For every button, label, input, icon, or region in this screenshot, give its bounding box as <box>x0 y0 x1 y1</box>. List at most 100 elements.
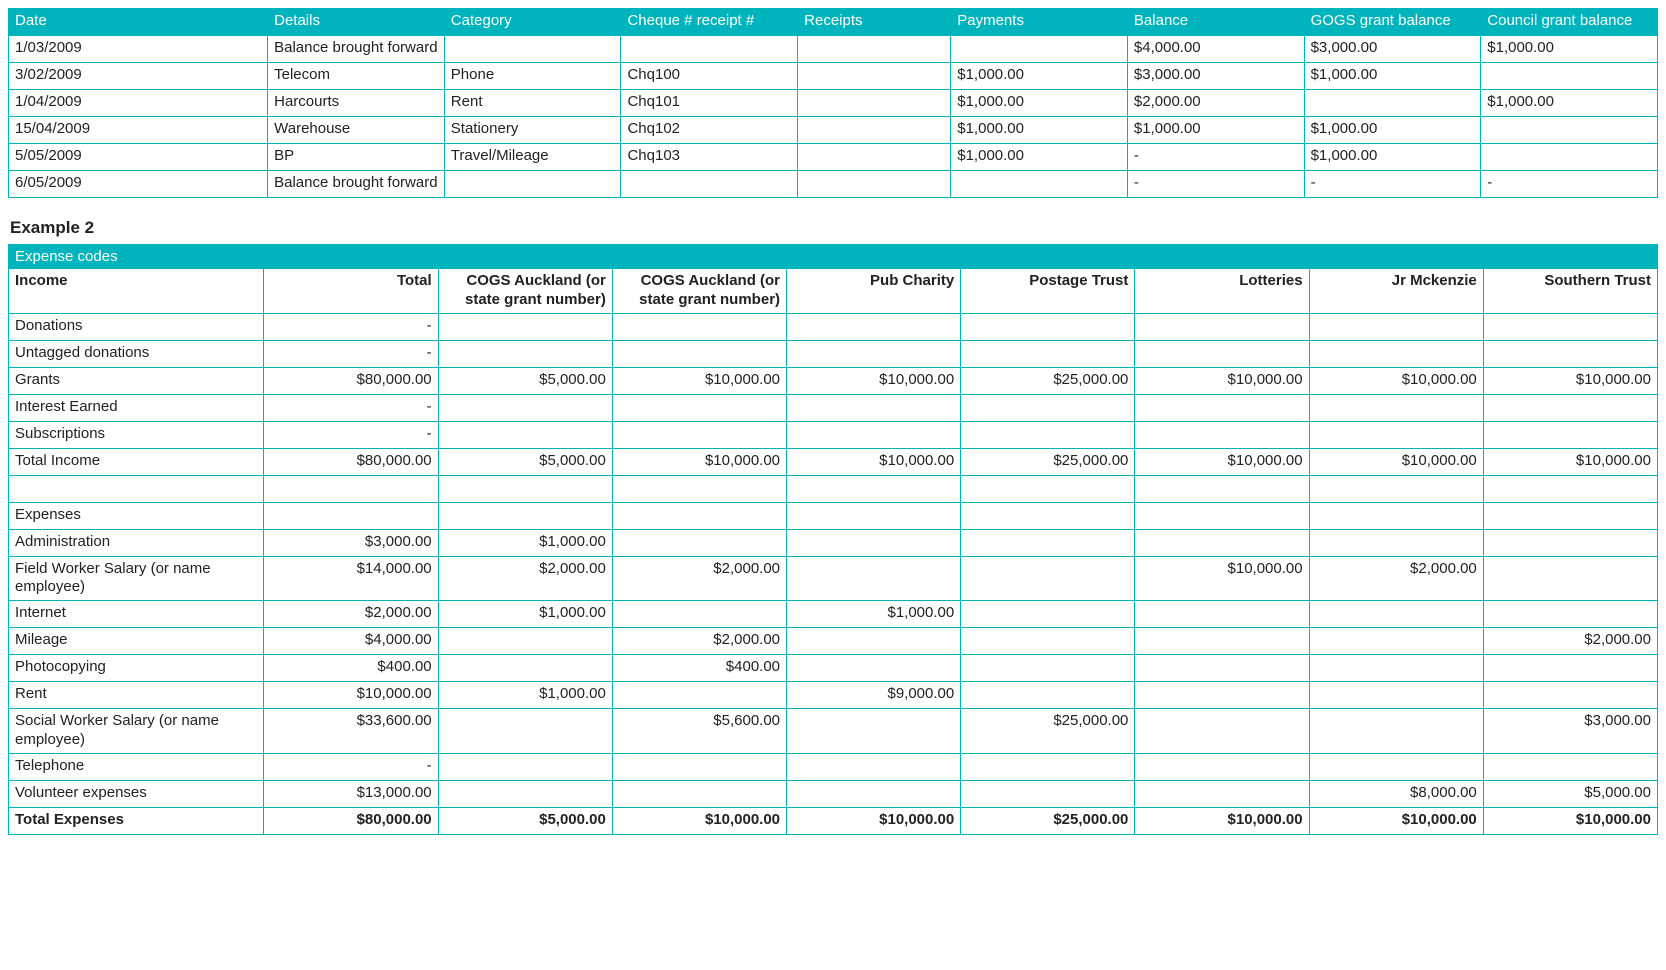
expense-row-label: Total Income <box>9 448 264 475</box>
ledger-cell: $1,000.00 <box>1304 117 1481 144</box>
ledger-cell: $4,000.00 <box>1127 36 1304 63</box>
expense-row-label: Expenses <box>9 502 264 529</box>
expense-cell <box>787 753 961 780</box>
expense-cell: $8,000.00 <box>1309 780 1483 807</box>
expense-cell: $25,000.00 <box>961 709 1135 754</box>
expense-codes-table: IncomeTotalCOGS Auckland (or state grant… <box>8 268 1658 835</box>
expense-cell <box>1135 682 1309 709</box>
expense-cell <box>1309 529 1483 556</box>
expense-row: Untagged donations- <box>9 340 1658 367</box>
ledger-cell: $1,000.00 <box>951 117 1128 144</box>
ledger-cell <box>621 171 798 198</box>
expense-cell: $80,000.00 <box>264 807 438 834</box>
expense-cell: $10,000.00 <box>1309 807 1483 834</box>
expense-cell <box>1483 475 1657 502</box>
expense-cell <box>961 628 1135 655</box>
ledger-cell: 6/05/2009 <box>9 171 268 198</box>
expense-cell: $10,000.00 <box>1309 448 1483 475</box>
expense-cell <box>1483 753 1657 780</box>
expense-cell: $10,000.00 <box>612 448 786 475</box>
ledger-cell: Telecom <box>268 63 445 90</box>
expense-cell: $5,000.00 <box>1483 780 1657 807</box>
expense-cell <box>1483 682 1657 709</box>
ledger-cell: - <box>1304 171 1481 198</box>
expense-cell <box>1135 502 1309 529</box>
ledger-cell: - <box>1127 171 1304 198</box>
ledger-row: 3/02/2009TelecomPhoneChq100$1,000.00$3,0… <box>9 63 1658 90</box>
expense-cell <box>612 502 786 529</box>
expense-cell <box>961 556 1135 601</box>
ledger-cell <box>1304 90 1481 117</box>
ledger-table: DateDetailsCategoryCheque # receipt #Rec… <box>8 8 1658 198</box>
expense-cell <box>961 421 1135 448</box>
expense-cell: $5,000.00 <box>438 448 612 475</box>
ledger-row: 5/05/2009BPTravel/MileageChq103$1,000.00… <box>9 144 1658 171</box>
expense-cell <box>787 502 961 529</box>
expense-cell <box>438 421 612 448</box>
expense-row: Subscriptions- <box>9 421 1658 448</box>
ledger-row: 1/04/2009HarcourtsRentChq101$1,000.00$2,… <box>9 90 1658 117</box>
expense-cell: $10,000.00 <box>1135 807 1309 834</box>
ledger-col-1: Details <box>268 9 445 36</box>
expense-row: Field Worker Salary (or name employee)$1… <box>9 556 1658 601</box>
ledger-cell <box>951 36 1128 63</box>
expense-cell: $25,000.00 <box>961 448 1135 475</box>
expense-cell <box>1309 475 1483 502</box>
expense-row-label: Field Worker Salary (or name employee) <box>9 556 264 601</box>
expense-row-label: Interest Earned <box>9 394 264 421</box>
expense-col-7: Jr Mckenzie <box>1309 269 1483 314</box>
expense-cell <box>1135 421 1309 448</box>
ledger-cell: Rent <box>444 90 621 117</box>
expense-cell <box>961 313 1135 340</box>
expense-cell <box>787 709 961 754</box>
expense-row: Administration$3,000.00$1,000.00 <box>9 529 1658 556</box>
ledger-cell <box>798 90 951 117</box>
expense-cell: $33,600.00 <box>264 709 438 754</box>
expense-cell <box>961 502 1135 529</box>
ledger-col-5: Payments <box>951 9 1128 36</box>
ledger-cell: Balance brought forward <box>268 36 445 63</box>
expense-cell: - <box>264 394 438 421</box>
expense-cell <box>1309 682 1483 709</box>
expense-cell: $10,000.00 <box>612 367 786 394</box>
expense-cell: $400.00 <box>612 655 786 682</box>
expense-cell <box>1483 655 1657 682</box>
expense-cell <box>1483 421 1657 448</box>
ledger-cell: $1,000.00 <box>951 90 1128 117</box>
expense-cell <box>612 753 786 780</box>
expense-cell <box>1135 475 1309 502</box>
expense-cell: $2,000.00 <box>264 601 438 628</box>
expense-cell <box>438 780 612 807</box>
ledger-cell <box>1481 144 1658 171</box>
expense-cell: $10,000.00 <box>1135 367 1309 394</box>
ledger-cell: - <box>1481 171 1658 198</box>
expense-cell <box>1483 529 1657 556</box>
expense-cell <box>1309 394 1483 421</box>
expense-row-label: Untagged donations <box>9 340 264 367</box>
ledger-cell: Balance brought forward <box>268 171 445 198</box>
expense-cell <box>612 475 786 502</box>
expense-cell <box>438 655 612 682</box>
expense-cell <box>438 475 612 502</box>
expense-col-0: Income <box>9 269 264 314</box>
expense-cell <box>612 601 786 628</box>
expense-cell <box>438 340 612 367</box>
expense-cell: $80,000.00 <box>264 367 438 394</box>
expense-cell <box>1483 556 1657 601</box>
ledger-cell: $1,000.00 <box>1304 144 1481 171</box>
ledger-cell <box>798 63 951 90</box>
ledger-cell: - <box>1127 144 1304 171</box>
expense-cell <box>264 502 438 529</box>
expense-cell <box>787 313 961 340</box>
expense-cell <box>787 655 961 682</box>
expense-cell <box>1135 340 1309 367</box>
expense-cell: $10,000.00 <box>787 448 961 475</box>
ledger-row: 1/03/2009Balance brought forward$4,000.0… <box>9 36 1658 63</box>
expense-row: Internet$2,000.00$1,000.00$1,000.00 <box>9 601 1658 628</box>
ledger-cell: Harcourts <box>268 90 445 117</box>
expense-cell: $1,000.00 <box>438 601 612 628</box>
expense-col-8: Southern Trust <box>1483 269 1657 314</box>
ledger-cell <box>798 144 951 171</box>
expense-cell: $1,000.00 <box>787 601 961 628</box>
expense-row: Total Income$80,000.00$5,000.00$10,000.0… <box>9 448 1658 475</box>
